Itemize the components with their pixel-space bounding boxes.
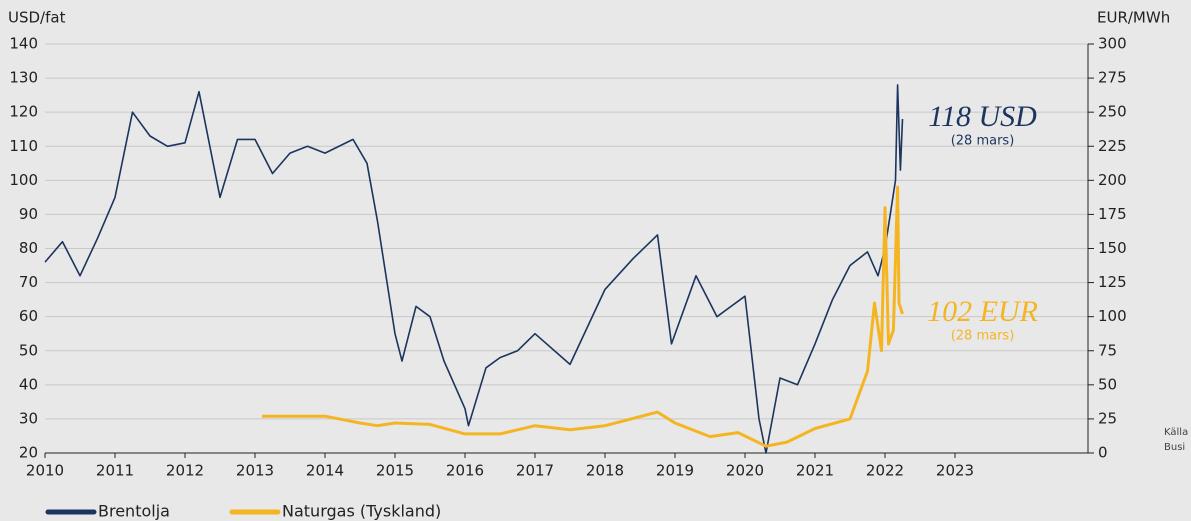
x-tick-label: 2011 [96, 462, 134, 480]
x-tick-label: 2016 [446, 462, 484, 480]
annotation: 118 USD [928, 100, 1037, 133]
x-tick-label: 2017 [516, 462, 554, 480]
x-tick-label: 2015 [376, 462, 414, 480]
y-tick-label: 140 [9, 35, 38, 53]
y2-tick-label: 275 [1098, 69, 1127, 87]
annotation-note: (28 mars) [951, 328, 1015, 343]
y2-tick-label: 100 [1098, 307, 1127, 325]
x-tick-label: 2023 [936, 462, 974, 480]
y-tick-label: 30 [19, 409, 38, 427]
y2-tick-label: 250 [1098, 103, 1127, 121]
y2-tick-label: 75 [1098, 341, 1117, 359]
y-tick-label: 100 [9, 171, 38, 189]
y-tick-label: 110 [9, 137, 38, 155]
x-tick-label: 2014 [306, 462, 344, 480]
series-line [44, 84, 904, 454]
series-line [262, 185, 904, 448]
y2-tick-label: 175 [1098, 205, 1127, 223]
y-tick-label: 40 [19, 375, 38, 393]
y2-tick-label: 0 [1098, 444, 1108, 462]
annotation: 102 EUR [927, 295, 1038, 328]
y-tick-label: 130 [9, 69, 38, 87]
y-tick-label: 120 [9, 103, 38, 121]
y2-tick-label: 225 [1098, 137, 1127, 155]
y-tick-label: 60 [19, 307, 38, 325]
x-tick-label: 2021 [796, 462, 834, 480]
legend-label: Brentolja [98, 502, 170, 521]
y2-axis-label: EUR/MWh [1097, 9, 1170, 27]
x-tick-label: 2010 [26, 462, 64, 480]
y2-tick-label: 200 [1098, 171, 1127, 189]
x-tick-label: 2012 [166, 462, 204, 480]
x-tick-label: 2019 [656, 462, 694, 480]
legend-label: Naturgas (Tyskland) [282, 502, 441, 521]
y-axis-label: USD/fat [8, 9, 66, 27]
x-tick-label: 2018 [586, 462, 624, 480]
x-tick-label: 2020 [726, 462, 764, 480]
y-tick-label: 80 [19, 239, 38, 257]
source: Busi [1164, 442, 1185, 453]
x-tick-label: 2022 [866, 462, 904, 480]
y2-tick-label: 300 [1098, 35, 1127, 53]
y2-tick-label: 150 [1098, 239, 1127, 257]
source: Källa [1164, 427, 1188, 438]
y-tick-label: 20 [19, 444, 38, 462]
annotation-note: (28 mars) [951, 133, 1015, 148]
x-tick-label: 2013 [236, 462, 274, 480]
y-tick-label: 70 [19, 273, 38, 291]
y2-tick-label: 50 [1098, 375, 1117, 393]
y2-tick-label: 125 [1098, 273, 1127, 291]
y2-tick-label: 25 [1098, 409, 1117, 427]
y-tick-label: 90 [19, 205, 38, 223]
y-tick-label: 50 [19, 341, 38, 359]
